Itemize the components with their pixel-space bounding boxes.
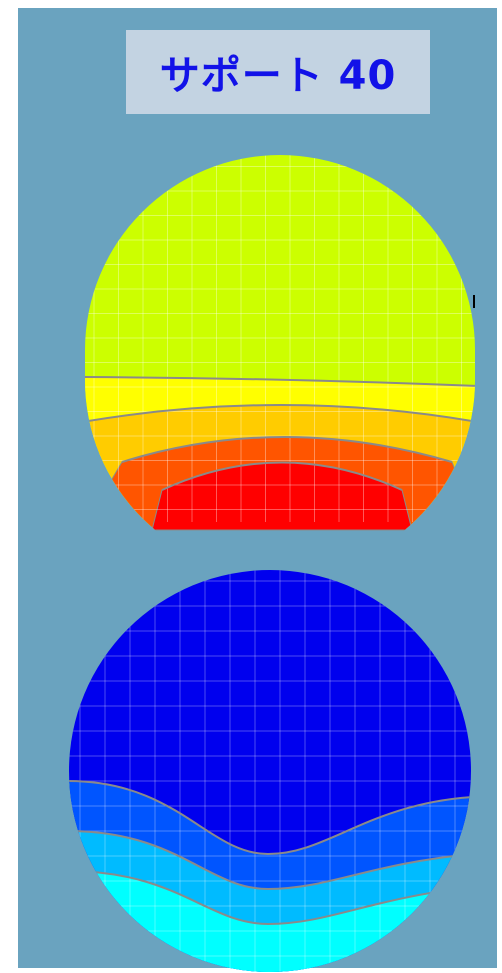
title-box: サポート 40: [126, 30, 430, 114]
top-contour-3: [121, 436, 453, 463]
top-contour-4: [161, 461, 403, 491]
bottom-contour-3: [69, 870, 471, 926]
bottom-contour-2: [69, 830, 471, 891]
page-title: サポート 40: [159, 53, 397, 99]
top-contour-map: [85, 155, 475, 531]
bottom-contour-1: [69, 780, 471, 856]
bottom-contour-map: [69, 570, 471, 972]
top-contour-2: [85, 404, 475, 423]
top-contour-1: [85, 376, 475, 387]
top-grid: [85, 155, 475, 522]
